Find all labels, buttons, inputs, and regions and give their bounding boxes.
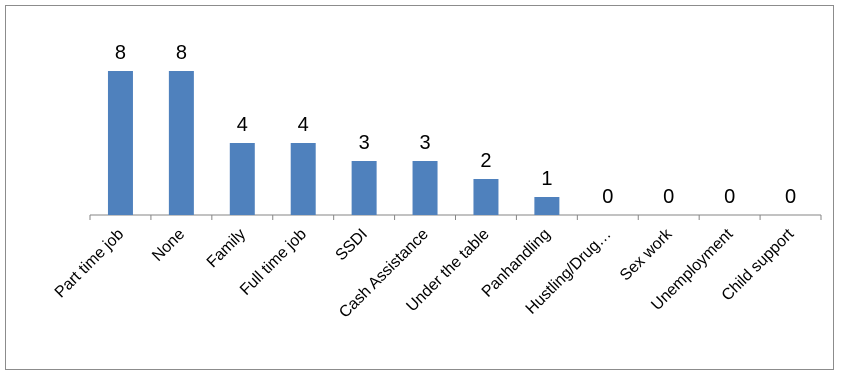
x-axis-ticks <box>89 215 822 220</box>
bar-panhandling <box>534 197 560 215</box>
data-label-child-support: 0 <box>785 186 796 208</box>
category-label-none: None <box>149 226 188 265</box>
data-label-family: 4 <box>237 114 248 136</box>
category-label-part-time-job: Part time job <box>52 226 128 302</box>
bar-family <box>229 143 255 215</box>
bar-cash-assistance <box>412 161 438 215</box>
category-label-sex-work: Sex work <box>617 225 676 284</box>
data-label-under-the-table: 2 <box>480 150 491 172</box>
data-label-hustling-drug: 0 <box>602 186 613 208</box>
bar-part-time-job <box>107 71 133 215</box>
bars <box>107 71 560 215</box>
bar-ssdi <box>351 161 377 215</box>
data-label-sex-work: 0 <box>663 186 674 208</box>
data-label-cash-assistance: 3 <box>419 132 430 154</box>
data-label-ssdi: 3 <box>359 132 370 154</box>
data-label-unemployment: 0 <box>724 186 735 208</box>
bar-under-the-table <box>473 179 499 215</box>
data-label-part-time-job: 8 <box>115 42 126 64</box>
category-label-ssdi: SSDI <box>333 226 371 264</box>
data-labels: 8 8 4 4 3 3 2 1 0 0 0 0 <box>115 42 796 208</box>
bar-full-time-job <box>290 143 316 215</box>
data-label-none: 8 <box>176 42 187 64</box>
bar-none <box>168 71 194 215</box>
data-label-full-time-job: 4 <box>298 114 309 136</box>
data-label-panhandling: 1 <box>541 168 552 190</box>
category-label-family: Family <box>204 226 249 271</box>
